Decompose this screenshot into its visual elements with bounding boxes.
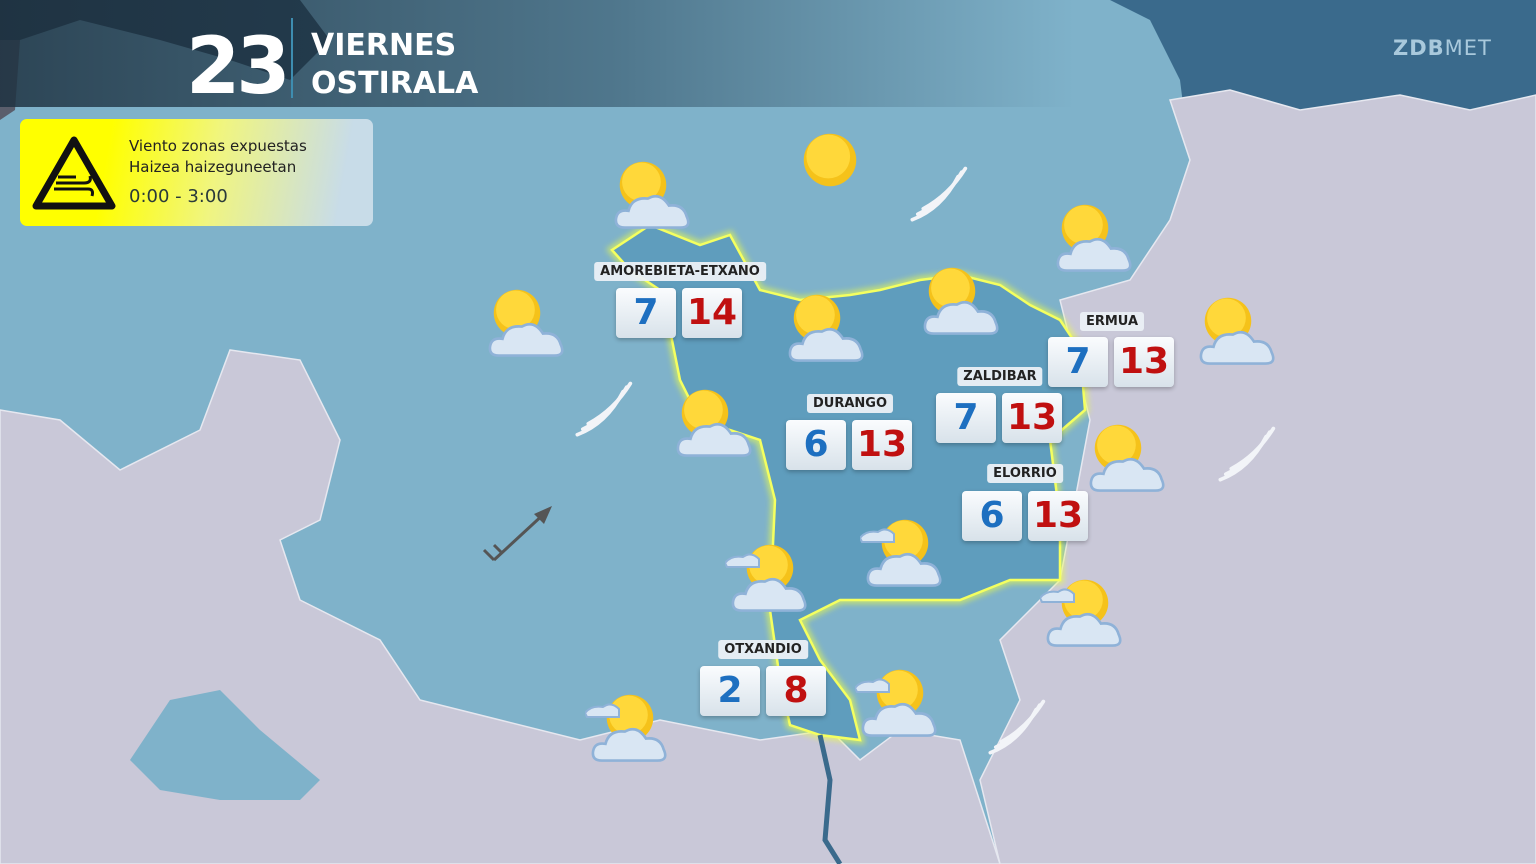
day-name-es: VIERNES [311,28,457,63]
zdbmet-logo: ZDBMET [1393,36,1492,60]
wind-warning-triangle-icon [32,136,116,210]
min-temp: 7 [936,393,996,443]
max-temp: 8 [766,666,826,716]
sun-cloud-icon [482,280,574,364]
sun-cloud-icon [782,285,874,369]
min-temp: 2 [700,666,760,716]
min-temp: 6 [786,420,846,470]
wind-icon [905,163,969,231]
header-band [0,0,1536,107]
day-number: 23 [186,22,291,112]
warning-panel: Viento zonas expuestas Haizea haizegunee… [20,119,373,226]
wind-icon [983,696,1047,764]
cloud-sun-wind-icon [583,685,677,769]
city-label: AMOREBIETA-ETXANO [594,262,766,281]
city-label: ZALDIBAR [957,367,1043,386]
warning-line-es: Viento zonas expuestas [129,137,307,155]
wind-icon [1213,423,1277,491]
max-temp: 13 [1028,491,1088,541]
wind-barb-icon [482,506,552,562]
sun-cloud-icon [670,380,762,464]
sun-icon [795,125,865,199]
min-temp: 7 [1048,337,1108,387]
cloud-sun-wind-icon [853,660,947,744]
max-temp: 13 [1002,393,1062,443]
day-name-eu: OSTIRALA [311,66,479,101]
max-temp: 13 [852,420,912,470]
cloud-sun-wind-icon [723,535,817,619]
city-label: ELORRIO [987,464,1063,483]
max-temp: 14 [682,288,742,338]
cloud-sun-wind-icon [1038,570,1132,654]
warning-line-eu: Haizea haizeguneetan [129,158,297,176]
sun-cloud-icon [1050,195,1142,279]
max-temp: 13 [1114,337,1174,387]
wind-icon [570,378,634,446]
sun-cloud-icon [608,152,700,236]
sun-cloud-icon [1193,288,1285,372]
city-label: ERMUA [1079,312,1145,331]
warning-time: 0:00 - 3:00 [129,186,228,207]
sun-cloud-icon [1083,415,1175,499]
city-label: DURANGO [806,394,894,413]
min-temp: 6 [962,491,1022,541]
min-temp: 7 [616,288,676,338]
sun-cloud-icon [917,258,1009,342]
cloud-sun-wind-icon [858,510,952,594]
city-label: OTXANDIO [718,640,808,659]
header-divider [291,18,293,98]
